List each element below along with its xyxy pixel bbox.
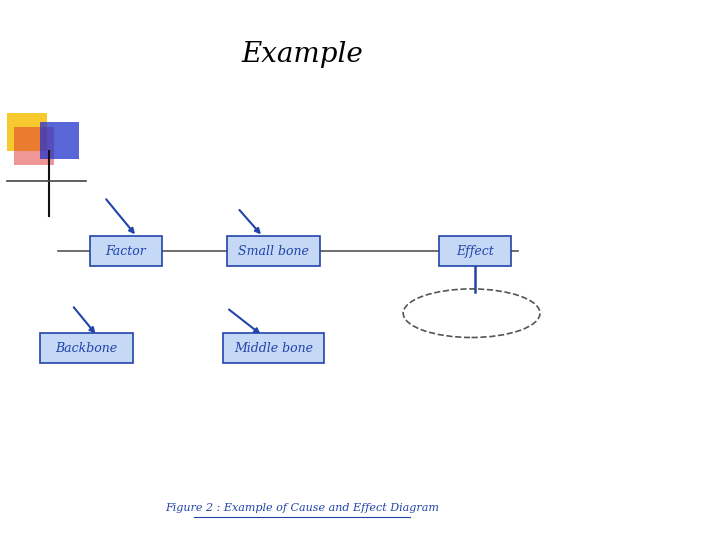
- FancyBboxPatch shape: [7, 113, 47, 151]
- Text: Example: Example: [241, 40, 364, 68]
- FancyBboxPatch shape: [439, 236, 511, 266]
- FancyBboxPatch shape: [90, 236, 162, 266]
- Text: Figure 2 : Example of Cause and Effect Diagram: Figure 2 : Example of Cause and Effect D…: [166, 503, 439, 512]
- Text: Small bone: Small bone: [238, 245, 309, 258]
- FancyBboxPatch shape: [227, 236, 320, 266]
- FancyBboxPatch shape: [40, 122, 79, 159]
- Text: Backbone: Backbone: [55, 342, 117, 355]
- Text: Factor: Factor: [106, 245, 146, 258]
- Text: Middle bone: Middle bone: [234, 342, 313, 355]
- Text: Effect: Effect: [456, 245, 494, 258]
- FancyBboxPatch shape: [223, 333, 324, 363]
- FancyBboxPatch shape: [40, 333, 133, 363]
- FancyBboxPatch shape: [14, 127, 54, 165]
